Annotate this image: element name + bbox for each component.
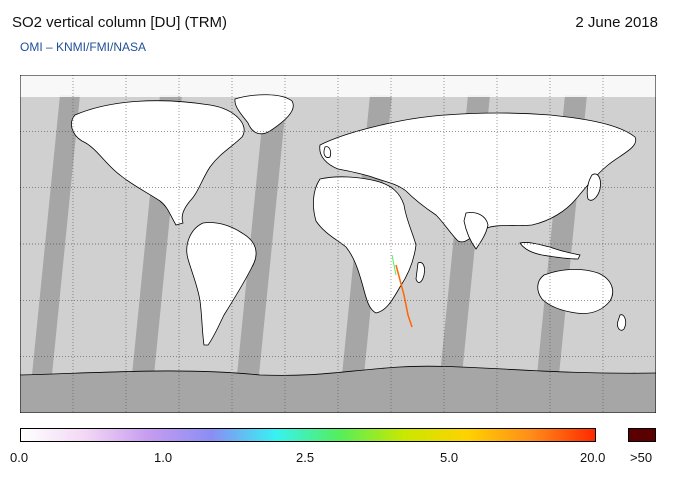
- map-date: 2 June 2018: [575, 14, 658, 31]
- new-zealand: [617, 314, 627, 331]
- india: [463, 212, 489, 250]
- uk: [323, 146, 332, 158]
- greenland: [234, 94, 294, 135]
- colorbar-label: 0.0: [10, 450, 29, 465]
- madagascar: [415, 262, 425, 283]
- colorbar-label: 20.0: [580, 450, 606, 465]
- graticule: [20, 75, 656, 413]
- south-america: [186, 222, 257, 346]
- indonesia: [519, 242, 581, 260]
- map-credit: OMI – KNMI/FMI/NASA: [20, 40, 147, 54]
- polar-no-data: [20, 75, 656, 97]
- colorbar-label: 1.0: [154, 450, 173, 465]
- colorbar-overflow-swatch: [628, 428, 656, 442]
- so2-plume: [395, 264, 413, 328]
- colorbar-over-label: >50: [630, 450, 653, 465]
- australia: [537, 269, 614, 314]
- colorbar-label: 5.0: [440, 450, 459, 465]
- colorbar: [20, 428, 596, 442]
- map-title: SO2 vertical column [DU] (TRM): [12, 14, 228, 31]
- europe-asia: [319, 112, 637, 243]
- north-america: [71, 100, 245, 226]
- africa: [312, 176, 417, 314]
- continents: [71, 94, 637, 346]
- so2-world-map: -150-120-90-60-300306090120150 -150-120-…: [0, 64, 674, 426]
- colorbar-label: 2.5: [296, 450, 315, 465]
- antarctica: [20, 366, 656, 413]
- map-canvas: -150-120-90-60-300306090120150 -150-120-…: [0, 64, 674, 426]
- japan: [586, 173, 601, 201]
